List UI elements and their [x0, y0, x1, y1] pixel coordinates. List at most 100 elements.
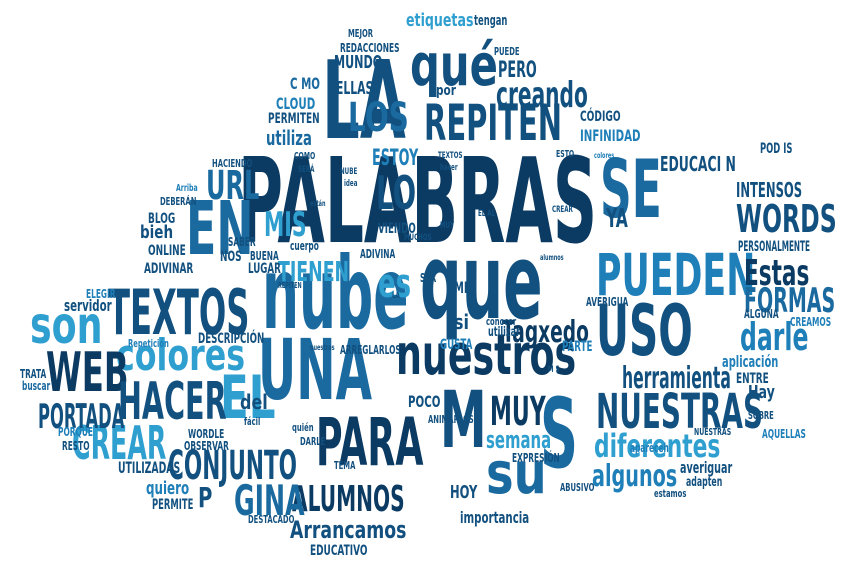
word-cuerpo: cuerpo [290, 239, 319, 253]
word-conocer: conocer [486, 315, 517, 328]
word-sobre: SOBRE [748, 409, 774, 422]
word-elegir: ELEGIR [86, 287, 116, 301]
word-nos: NOS [220, 249, 242, 265]
word-diferentes: diferentes [594, 427, 721, 465]
word-quien: quién [292, 421, 314, 434]
word-averigua: AVERIGUA [586, 295, 629, 309]
word-viendo: VIENDO [378, 221, 416, 237]
word-se: SE [600, 143, 662, 236]
word-online: ONLINE [148, 243, 186, 259]
word-hacer-small: hacer [440, 163, 458, 173]
word-nuestras-small: NUESTRAS [694, 427, 732, 438]
word-semana: semana [486, 426, 552, 454]
word-algunos: algunos [592, 459, 678, 494]
word-darle: darle [740, 315, 809, 359]
word-los: LOS [348, 95, 409, 141]
word-puede: PUEDE [494, 45, 520, 58]
word-mejor: MEJOR [348, 27, 374, 40]
word-tienen: TIENEN [278, 255, 350, 288]
word-si: si [454, 310, 470, 334]
word-words: WORDS [736, 197, 837, 241]
word-apareceh: apareceh [630, 441, 669, 455]
word-wordle: WORDLE [188, 427, 225, 441]
word-gusta: GUSTA [440, 337, 473, 353]
word-nube: nube [262, 235, 409, 352]
word-es: es [378, 261, 412, 307]
word-alumnos-small: alumnos [540, 253, 564, 262]
word-nube-small: NUBE [340, 167, 358, 177]
word-el-al: EL AL [478, 209, 496, 219]
word-muchos: MUCHOS [404, 233, 432, 243]
word-repiten: REPITEN [424, 94, 563, 152]
word-muy: MUY [490, 389, 546, 435]
word-ya: YA [606, 204, 628, 234]
word-uso: USO [596, 290, 693, 372]
word-deberan: DEBERÁN [160, 195, 197, 208]
word-abusivo: ABUSIVO [560, 481, 595, 494]
word-poco: POCO [408, 392, 441, 411]
word-s: S [540, 378, 579, 490]
word-repiten-small: REPITEN [278, 281, 302, 290]
word-redacciones: REDACCIONES [340, 41, 400, 55]
word-textos: TEXTOS [108, 276, 250, 349]
word-p: P [198, 481, 213, 514]
word-tagxedo: Tagxedo [502, 315, 589, 350]
word-nuestros-small: nuestros [310, 343, 335, 352]
word-utiliza: utiliza [266, 126, 312, 150]
word-pod-is: POD IS [760, 141, 793, 157]
word-herramienta: herramienta [622, 361, 731, 396]
word-como: COMO [294, 151, 316, 162]
word-estan: están [310, 199, 326, 208]
word-observar: OBSERVAR [184, 439, 229, 453]
word-blog: BLOG [148, 211, 176, 227]
word-formas: FORMAS [744, 281, 836, 321]
word-estoy: ESTOY [372, 146, 419, 171]
word-buscar: buscar [22, 379, 51, 393]
word-gina: GINA [234, 476, 305, 525]
word-repeticion: Repetición [128, 337, 169, 350]
word-del: del [240, 390, 268, 414]
word-la: LA [322, 39, 406, 164]
word-son: son [30, 296, 103, 356]
word-que: que [420, 221, 543, 343]
word-hoy: HOY [450, 482, 478, 503]
word-etiquetas: etiquetas [406, 10, 474, 31]
word-su: su [486, 439, 547, 507]
word-estamos: estamos [654, 487, 687, 500]
word-entre: ENTRE [736, 371, 769, 387]
word-saber: SABER [228, 235, 256, 249]
word-web: WEB [46, 341, 129, 404]
word-mi: MI [454, 278, 468, 297]
word-pueden: PUEDEN [596, 241, 756, 309]
word-url: URL [206, 163, 260, 209]
word-expresion: EXPRESIÓN [512, 451, 560, 465]
word-tengan: tengan [474, 13, 508, 29]
word-educaci-n: EDUCACI N [660, 152, 736, 176]
word-arrancamos: Arrancamos [290, 516, 407, 544]
word-adivina: ADIVINA [360, 247, 396, 261]
word-alguna: ALGUNA [744, 307, 779, 321]
word-una: UNA [258, 321, 372, 419]
word-porque: PORQUE [58, 425, 93, 439]
word-mis: MIS [264, 205, 307, 245]
word-lugar: LUGAR [248, 261, 281, 277]
word-adivinar: ADIVINAR [144, 261, 194, 277]
word-arriba: Arriba [176, 183, 198, 194]
word-pero: PERO [498, 58, 537, 83]
word-nuestros: nuestros [396, 323, 577, 388]
word-quiero: quiero [146, 478, 190, 499]
word-adapten: adapten [686, 475, 723, 490]
word-importancia: importancia [460, 508, 530, 527]
word-lo: LO [376, 166, 417, 220]
word-permiten: PERMITEN [268, 111, 320, 127]
word-creamos: CREAMOS [790, 315, 832, 329]
word-ser: SER [420, 271, 437, 285]
word-arreglarlos: ARREGLARLOS [340, 343, 401, 357]
word-haciendo: HACIENDO [212, 157, 253, 170]
word-sera: SERÁ [298, 165, 315, 175]
word-aplicacion: aplicación [722, 352, 779, 371]
word-ms: M S [548, 365, 560, 375]
word-servidor: servidor [64, 296, 112, 315]
word-la-small: LA [392, 291, 400, 301]
